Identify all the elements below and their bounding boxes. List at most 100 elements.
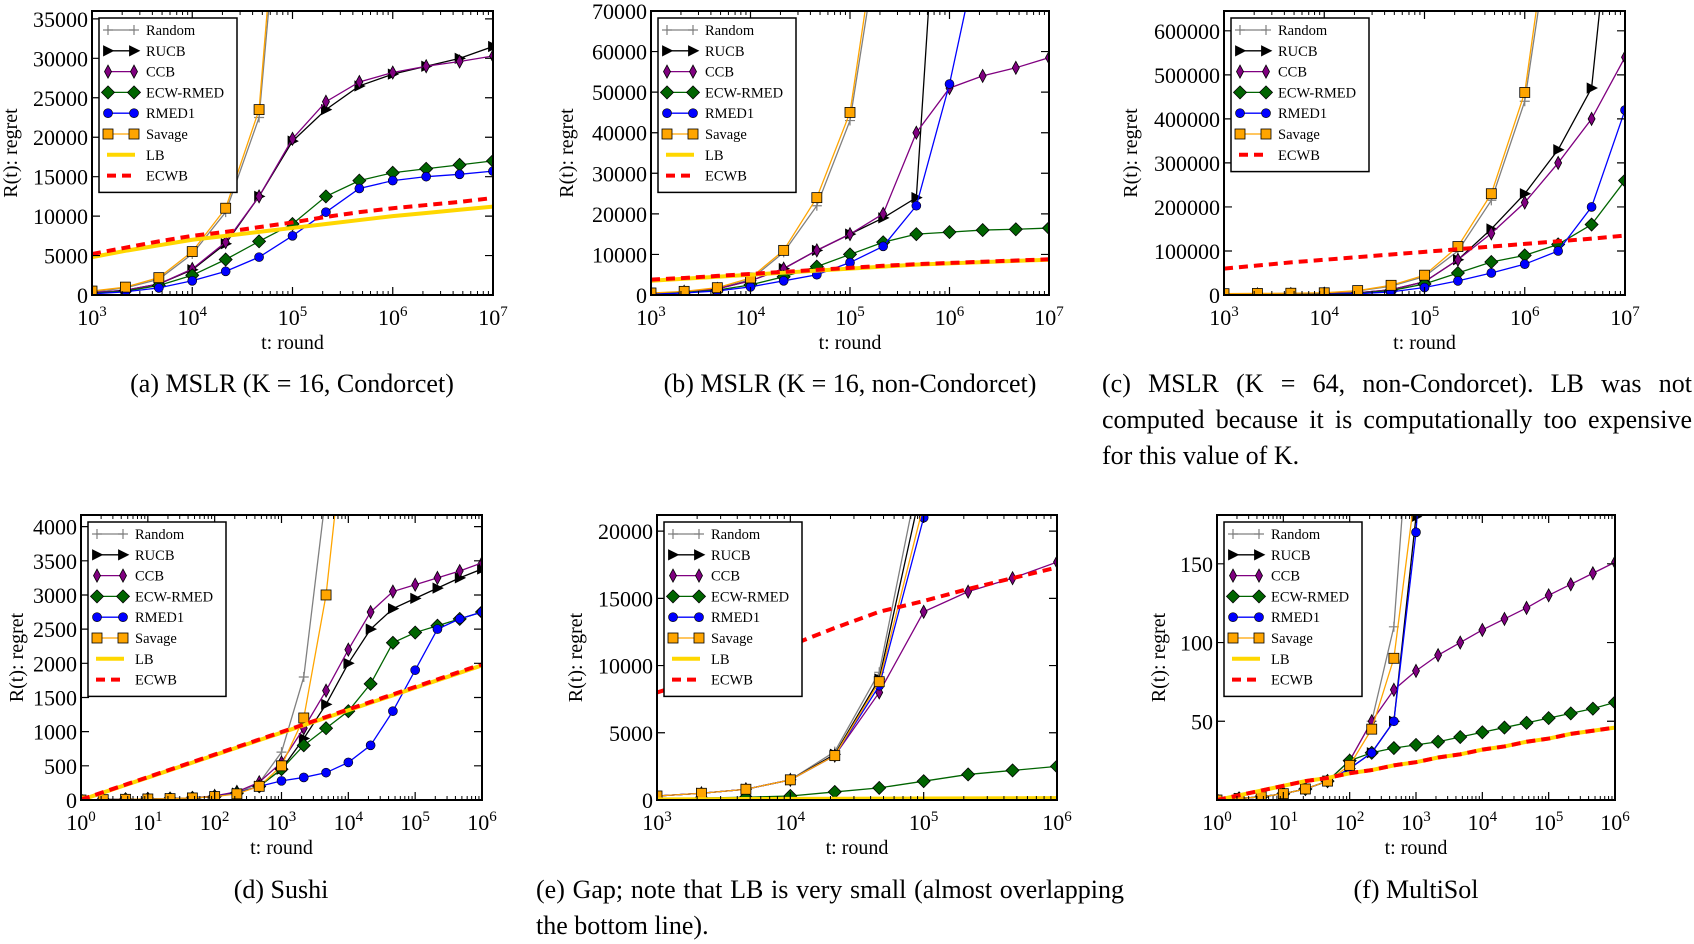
x-tick-exponent: 5: [1432, 304, 1440, 320]
data-point-ecw-rmed: [485, 153, 493, 168]
data-point-ecw-rmed: [1484, 254, 1499, 270]
data-point-savage: [120, 281, 131, 293]
data-point-savage: [276, 760, 287, 772]
x-tick-label: 105: [835, 304, 865, 330]
data-point-rmed1: [154, 283, 164, 293]
y-tick-label: 50000: [592, 80, 647, 105]
data-point-savage: [1485, 188, 1497, 200]
legend-marker: [118, 612, 128, 623]
legend-label-ecwb: ECWB: [711, 673, 753, 689]
x-tick-label: 107: [478, 304, 508, 330]
data-point-rmed1: [778, 275, 789, 286]
data-point-rmed1: [454, 614, 465, 624]
series-line-ecwb: [81, 662, 482, 800]
data-point-ccb: [1544, 587, 1553, 603]
legend-label-ecw-rmed: ECW-RMED: [705, 85, 783, 101]
y-tick-label: 0: [1209, 283, 1220, 308]
data-point-rmed1: [432, 624, 443, 634]
y-tick-label: 25000: [33, 86, 88, 111]
legend-label-ecw-rmed: ECW-RMED: [1271, 589, 1349, 605]
data-point-rucb: [964, 56, 974, 66]
caption-e: (e) Gap; note that LB is very small (alm…: [536, 875, 1124, 940]
data-point-ccb: [388, 584, 397, 599]
y-tick-label: 500: [44, 754, 77, 779]
x-tick-exponent: 5: [931, 809, 939, 825]
legend-marker: [663, 64, 671, 79]
data-point-ccb: [1478, 622, 1487, 638]
legend-label-random: Random: [1271, 527, 1321, 543]
data-point-ecw-rmed: [1607, 695, 1615, 710]
data-point-rmed1: [944, 79, 955, 89]
data-point-rmed1: [388, 706, 398, 716]
legend-marker: [92, 549, 104, 561]
data-point-rmed1: [454, 169, 465, 180]
x-tick-exponent: 3: [1231, 304, 1239, 320]
y-tick-label: 30000: [33, 46, 88, 71]
data-point-ccb: [1389, 682, 1398, 698]
data-point-ccb: [912, 125, 921, 141]
x-tick-label: 105: [1534, 809, 1564, 835]
y-tick-label: 15000: [598, 586, 653, 611]
data-point-rmed1: [298, 772, 309, 783]
legend-marker: [129, 25, 139, 35]
x-tick-exponent: 3: [658, 304, 666, 320]
data-point-ecw-rmed: [942, 225, 957, 240]
data-point-ecw-rmed: [1563, 706, 1578, 721]
y-axis-label: R(t): regret: [1148, 612, 1170, 702]
series-group: [1224, 11, 1625, 295]
x-tick-exponent: 3: [289, 809, 297, 825]
x-tick-exponent: 4: [200, 304, 208, 320]
data-point-ecw-rmed: [909, 227, 924, 242]
y-tick-label: 5000: [44, 244, 88, 269]
x-tick-exponent: 3: [664, 809, 672, 825]
legend: Random RUCB CCB ECW-RMED RMED1 Savage LB ECWB: [87, 521, 227, 698]
data-point-ecw-rmed: [252, 234, 267, 249]
y-tick-label: 2000: [33, 651, 77, 676]
legend-marker: [102, 128, 114, 140]
data-point-ccb: [288, 131, 297, 147]
legend-marker: [126, 85, 142, 100]
x-tick-label: 103: [1209, 304, 1239, 330]
series-line-ecwb: [651, 257, 1049, 282]
legend-marker: [1235, 25, 1245, 35]
chart-c: 103 104 105 106 1070100000200000300000400000…: [1120, 10, 1640, 354]
x-tick-exponent: 4: [758, 304, 766, 320]
x-tick-base: 10: [1534, 810, 1556, 835]
data-point-savage: [1252, 288, 1263, 295]
data-point-random: [343, 112, 353, 122]
x-tick-label: 102: [200, 809, 230, 835]
x-axis-label: t: round: [250, 837, 313, 859]
data-point-savage: [1344, 759, 1356, 771]
y-tick-label: 200000: [1154, 195, 1220, 220]
data-point-savage: [1366, 723, 1378, 735]
x-tick-exponent: 2: [222, 809, 230, 825]
legend-label-ccb: CCB: [1271, 569, 1300, 585]
legend-marker: [117, 632, 129, 644]
data-point-rmed1: [421, 171, 431, 182]
data-point-rucb: [911, 191, 923, 204]
x-tick-exponent: 6: [1622, 809, 1630, 825]
chart-a: 103 104 105 106 1070500010000150002000025000…: [0, 7, 508, 354]
legend-box: [87, 521, 227, 698]
caption-a: (a) MSLR (K = 16, Condorcet): [130, 369, 454, 398]
legend-marker: [668, 529, 678, 539]
data-point-ccb: [221, 234, 230, 250]
data-point-savage: [829, 750, 841, 762]
y-tick-label: 10000: [592, 242, 647, 267]
data-point-savage: [253, 780, 265, 792]
data-point-savage: [153, 272, 165, 284]
data-point-ccb: [812, 243, 821, 258]
data-point-ecw-rmed: [1497, 720, 1512, 735]
x-tick-label: 106: [1510, 304, 1540, 330]
chart-b: 103 104 105 106 1070100002000030000400005000…: [556, 0, 1064, 354]
data-point-ecw-rmed: [363, 676, 378, 691]
data-point-rmed1: [1486, 268, 1497, 278]
legend-label-rucb: RUCB: [135, 548, 175, 564]
x-tick-label: 103: [77, 304, 107, 330]
data-point-ccb: [411, 577, 420, 593]
legend: Random RUCB CCB ECW-RMED RMED1 Savage LB ECWB: [663, 521, 803, 698]
data-point-rmed1: [254, 252, 264, 262]
x-tick-label: 104: [736, 304, 766, 330]
y-tick-label: 30000: [592, 161, 647, 186]
